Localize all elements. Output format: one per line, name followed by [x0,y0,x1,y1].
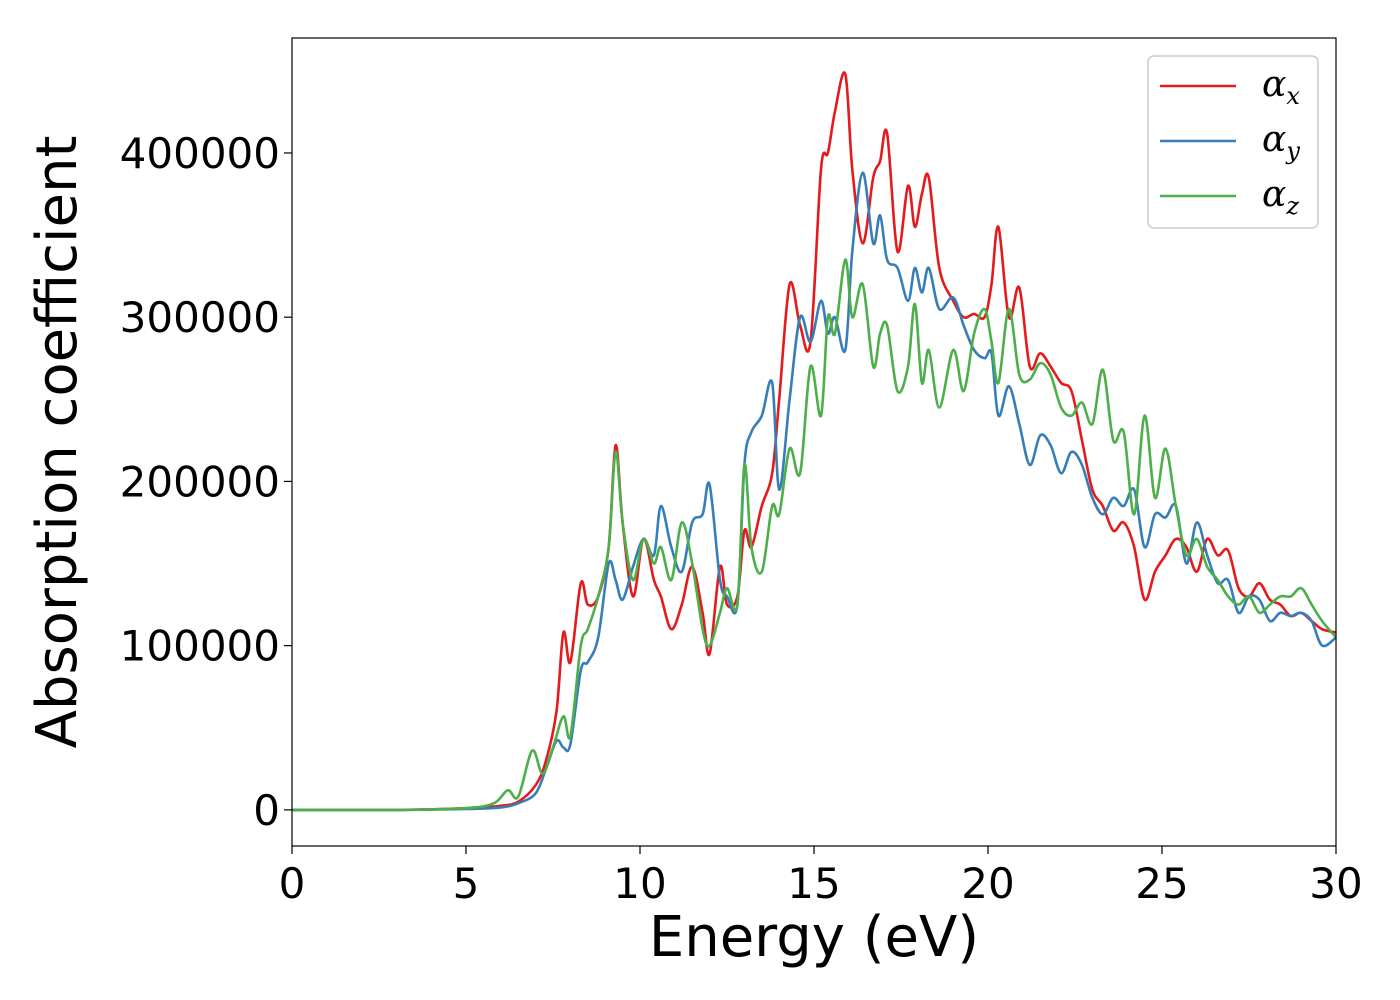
x-tick-label: 10 [613,859,666,908]
y-axis-label: Absorption coefficient [25,136,90,749]
x-tick-label: 0 [279,859,306,908]
y-tick-label: 100000 [120,622,280,671]
x-tick-label: 25 [1135,859,1188,908]
series-layer [291,71,1337,812]
y-tick-label: 0 [253,786,280,835]
x-tick-label: 5 [453,859,480,908]
x-axis-label: Energy (eV) [649,905,979,970]
y-tick-label: 300000 [120,293,280,342]
y-tick-label: 200000 [120,457,280,506]
x-tick-label: 20 [961,859,1014,908]
legend: αx αy αz [1147,55,1319,229]
x-tick-label: 30 [1309,859,1362,908]
y-axis-ticks: 0 100000 200000 300000 400000 [120,129,292,835]
legend-label-z: αz [1262,174,1299,220]
series-line-z [291,258,1337,812]
x-axis-ticks: 0 5 10 15 20 25 30 [279,846,1363,908]
x-tick-label: 15 [787,859,840,908]
y-tick-label: 400000 [120,129,280,178]
legend-label-x: αx [1262,64,1300,110]
legend-label-y: αy [1262,119,1300,165]
